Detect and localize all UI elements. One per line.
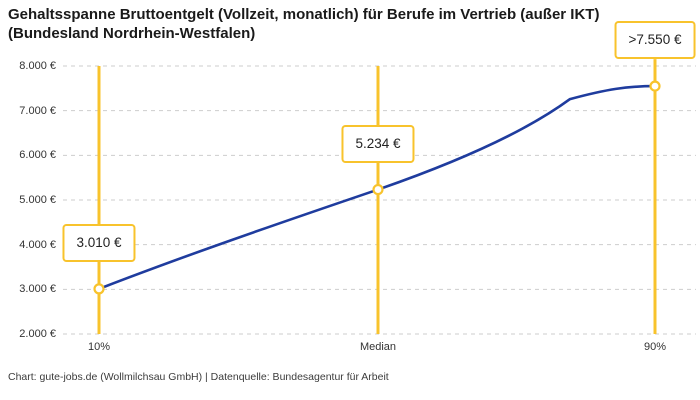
chart-title-line2: (Bundesland Nordrhein-Westfalen)	[8, 25, 256, 42]
y-axis-tick-label: 6.000 €	[19, 149, 56, 162]
data-point-marker-10%	[93, 283, 105, 295]
y-axis-tick-label: 2.000 €	[19, 328, 56, 340]
data-point-marker-Median	[372, 183, 384, 196]
x-axis-tick-label: 90%	[643, 341, 667, 353]
chart-title-line1: Gehaltsspanne Bruttoentgelt (Vollzeit, m…	[8, 6, 600, 23]
x-axis-tick-label: 10%	[87, 341, 111, 353]
data-point-marker-90%	[649, 80, 661, 92]
chart-credit: Chart: gute-jobs.de (Wollmilchsau GmbH) …	[8, 371, 389, 383]
x-axis-tick-label: Median	[359, 341, 397, 353]
chart-title: Gehaltsspanne Bruttoentgelt (Vollzeit, m…	[8, 5, 668, 43]
salary-line	[97, 84, 657, 291]
value-label-box-90%: >7.550 €	[614, 21, 696, 60]
y-axis-tick-label: 5.000 €	[19, 194, 56, 206]
y-axis-tick-label: 7.000 €	[19, 104, 56, 117]
value-label-box-Median: 5.234 €	[341, 124, 415, 163]
value-label-box-10%: 3.010 €	[62, 223, 136, 262]
y-axis-tick-label: 8.000 €	[19, 60, 56, 72]
y-axis-tick-label: 3.000 €	[19, 283, 56, 296]
y-axis-tick-label: 4.000 €	[19, 238, 56, 251]
